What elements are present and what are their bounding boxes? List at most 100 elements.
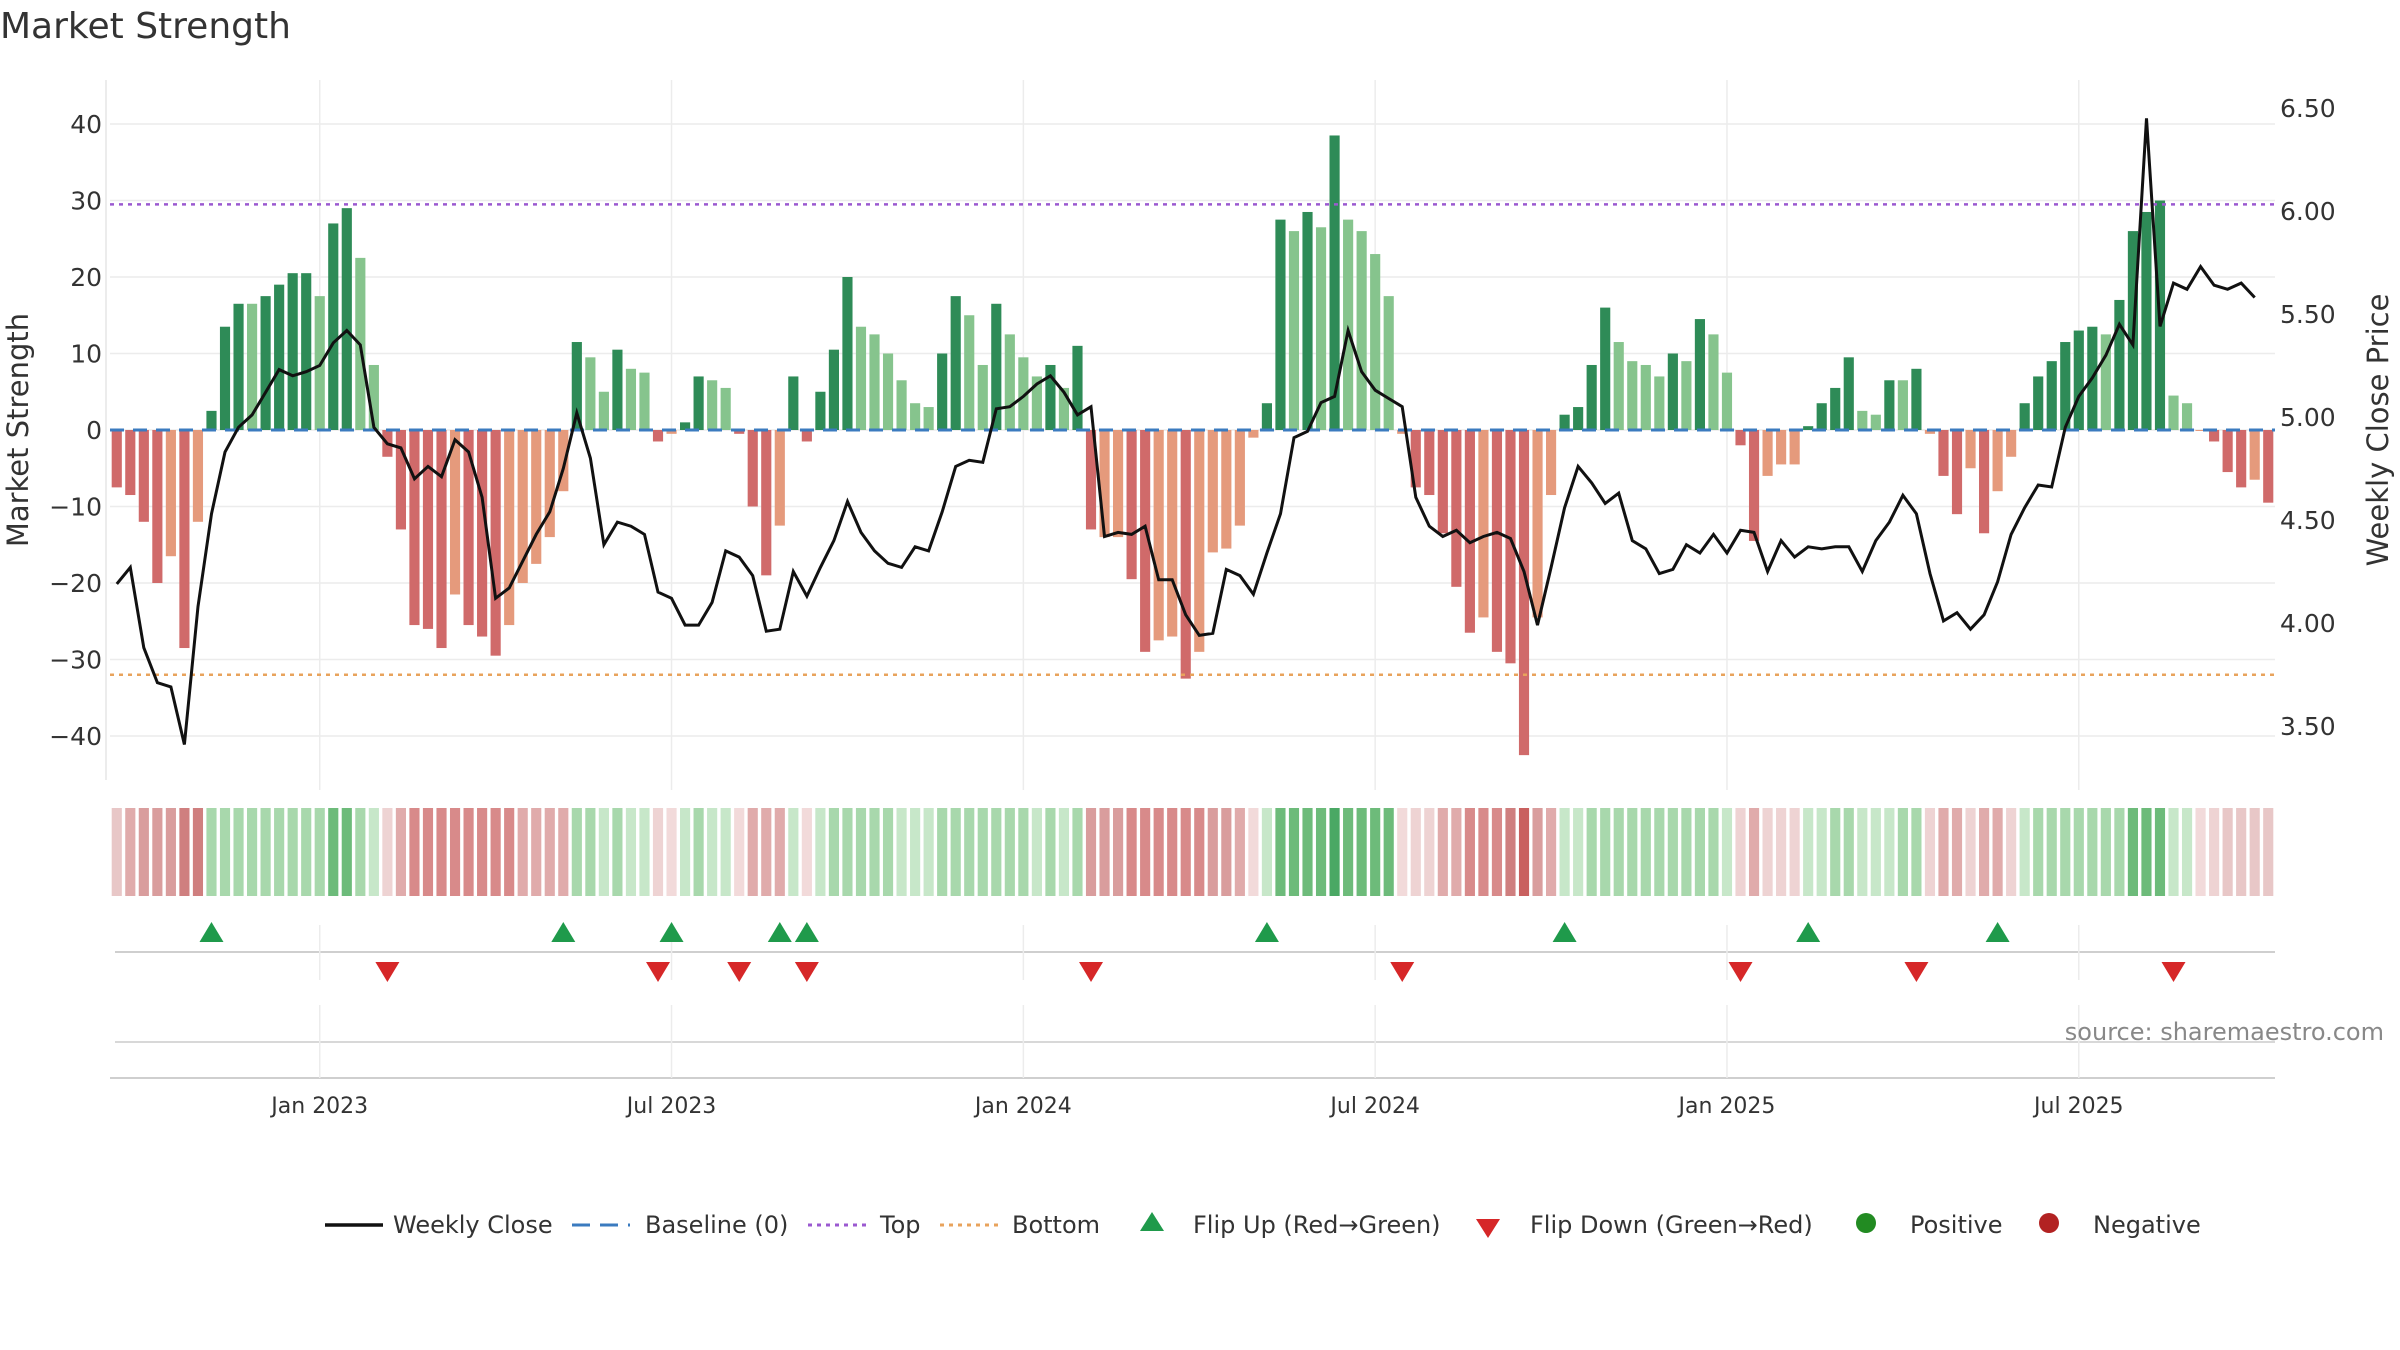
strength-bar-36 (598, 391, 609, 430)
heat-cell-22 (409, 808, 420, 896)
strength-bar-87 (1288, 231, 1300, 430)
strength-bar-24 (436, 430, 447, 649)
heat-cell-106 (1546, 808, 1557, 896)
heat-cell-3 (152, 808, 163, 896)
right-tick-label-0: 6.50 (2280, 94, 2336, 123)
strength-bar-79 (1180, 430, 1191, 679)
strength-bar-28 (490, 430, 501, 656)
strength-bar-69 (1045, 364, 1056, 430)
strength-bar-0 (111, 430, 122, 488)
heat-cell-90 (1329, 808, 1340, 896)
legend-symbol-triangle-down (1476, 1219, 1500, 1238)
flip-down-marker-7 (1904, 962, 1929, 982)
heat-cell-136 (1951, 808, 1963, 896)
strength-bar-77 (1153, 430, 1164, 641)
strength-bar-61 (937, 353, 948, 430)
heat-cell-96 (1410, 808, 1421, 896)
heat-cell-93 (1370, 808, 1381, 896)
flip-down-marker-4 (1079, 962, 1104, 982)
strength-bar-11 (260, 296, 271, 430)
heat-cell-107 (1559, 808, 1570, 896)
heat-cell-7 (206, 808, 217, 896)
strength-bar-144 (2060, 342, 2071, 430)
strength-bar-42 (680, 422, 691, 430)
strength-bar-136 (1951, 430, 1963, 515)
heat-cell-98 (1437, 808, 1448, 896)
right-tick-label-4: 4.50 (2280, 506, 2336, 535)
strength-bar-72 (1085, 430, 1097, 530)
strength-bar-110 (1600, 307, 1611, 430)
heat-cell-99 (1451, 808, 1462, 896)
strength-bar-29 (504, 430, 515, 626)
heat-cell-45 (720, 808, 731, 896)
heat-cell-71 (1072, 808, 1083, 896)
strength-bar-25 (449, 430, 461, 595)
strength-bar-127 (1830, 387, 1841, 430)
strength-bar-9 (233, 303, 244, 430)
heat-cell-153 (2181, 808, 2193, 896)
heat-cell-150 (2141, 808, 2152, 896)
strength-bar-112 (1627, 361, 1638, 430)
heat-cell-83 (1234, 808, 1245, 896)
heat-cell-124 (1789, 808, 1800, 896)
strength-bar-129 (1857, 410, 1868, 430)
strength-bar-75 (1126, 430, 1137, 580)
strength-bar-84 (1248, 430, 1259, 438)
heat-cell-105 (1532, 808, 1543, 896)
strength-bar-98 (1437, 430, 1448, 534)
heat-cell-17 (341, 808, 352, 896)
strength-bar-23 (422, 430, 434, 629)
heat-cell-89 (1315, 808, 1327, 896)
strength-bar-154 (2195, 430, 2206, 431)
strength-bar-134 (1924, 430, 1936, 434)
heat-cell-127 (1830, 808, 1841, 896)
heat-cell-20 (382, 808, 393, 896)
heat-cell-27 (477, 808, 488, 896)
strength-bar-88 (1302, 211, 1313, 430)
strength-bar-118 (1708, 334, 1719, 430)
legend-symbol-triangle-up (1140, 1212, 1164, 1231)
heat-cell-15 (314, 808, 325, 896)
heat-cell-133 (1911, 808, 1922, 896)
heat-cell-13 (287, 808, 298, 896)
heat-cell-114 (1654, 808, 1665, 896)
legend-item-4: Flip Up (Red→Green) (1140, 1211, 1441, 1239)
strength-bar-128 (1843, 357, 1854, 430)
heat-cell-151 (2154, 808, 2166, 896)
heat-cell-134 (1924, 808, 1936, 896)
heat-cell-42 (680, 808, 691, 896)
heat-cell-56 (869, 808, 880, 896)
strength-bar-2 (138, 430, 149, 522)
heat-cell-110 (1600, 808, 1611, 896)
strength-bar-3 (152, 430, 163, 583)
heat-cell-19 (368, 808, 379, 896)
heat-cell-65 (991, 808, 1002, 896)
reference-lines (110, 203, 2275, 677)
strength-bar-70 (1058, 387, 1070, 430)
heat-cell-46 (734, 808, 745, 896)
heat-cell-82 (1221, 808, 1232, 896)
strength-bar-142 (2033, 376, 2044, 430)
heat-cell-43 (693, 808, 704, 896)
strength-bar-76 (1140, 430, 1151, 652)
strength-bar-131 (1884, 380, 1895, 430)
strength-bar-26 (463, 430, 474, 626)
strength-bar-158 (2249, 430, 2260, 480)
strength-bar-116 (1681, 361, 1692, 430)
right-tick-label-1: 6.00 (2280, 197, 2336, 226)
right-tick-label-6: 3.50 (2280, 712, 2336, 741)
heat-cell-37 (612, 808, 623, 896)
strength-bar-138 (1979, 430, 1990, 534)
heat-cell-154 (2195, 808, 2206, 896)
strength-bar-83 (1234, 430, 1245, 526)
strength-bar-10 (247, 303, 258, 430)
heat-cell-149 (2127, 808, 2138, 896)
legend: Weekly Close Baseline (0) Top Bottom Flip Up… (325, 1211, 2201, 1239)
heat-cell-68 (1031, 808, 1042, 896)
strength-bar-4 (165, 430, 176, 557)
strength-bar-49 (774, 430, 785, 526)
right-tick-label-2: 5.50 (2280, 300, 2336, 329)
strength-bar-104 (1518, 430, 1530, 756)
x-tick-label-4: Jan 2025 (1677, 1094, 1776, 1119)
flip-down-marker-6 (1728, 962, 1753, 982)
